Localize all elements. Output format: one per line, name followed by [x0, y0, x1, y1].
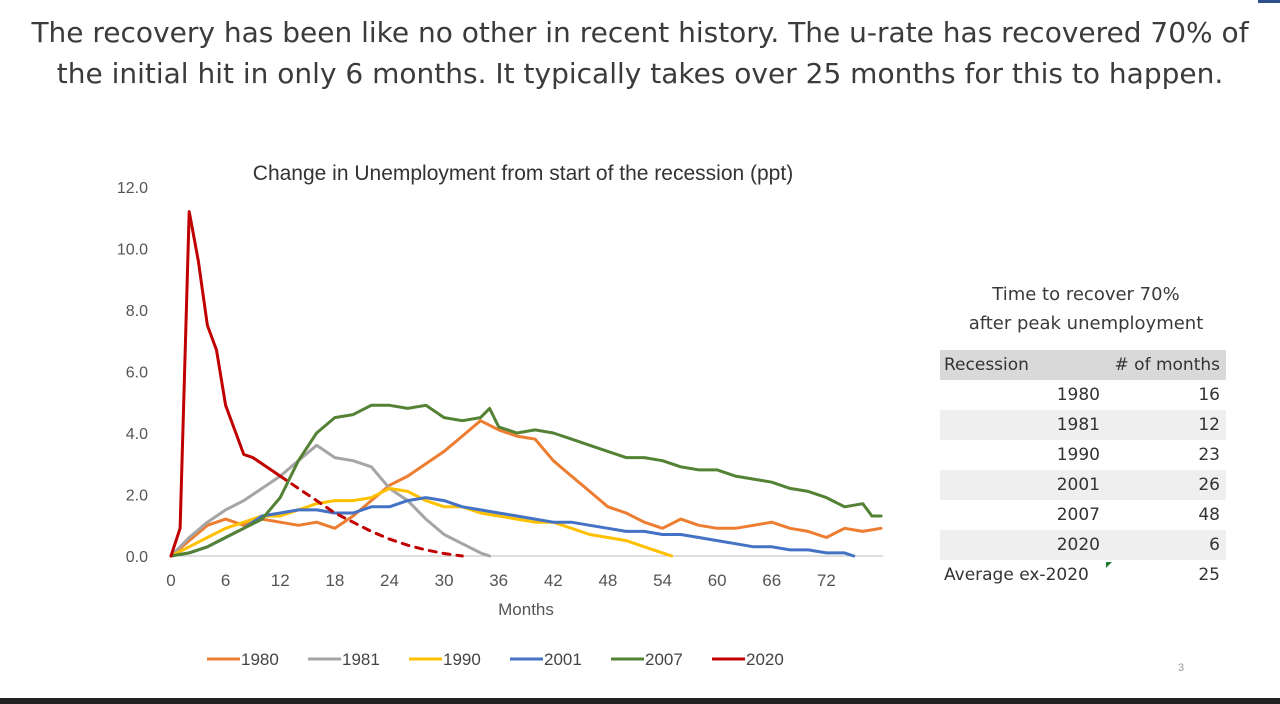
x-tick-label: 60: [708, 571, 727, 590]
headline-line-1: The recovery has been like no other in r…: [31, 16, 1249, 49]
y-tick-label: 12.0: [117, 180, 148, 197]
table-row: 1990 23: [940, 440, 1226, 470]
series-line-1990: [169, 486, 674, 558]
row-recession: 1980: [1056, 385, 1100, 405]
table-row: 2001 26: [940, 470, 1226, 500]
row-months: 23: [1198, 445, 1220, 465]
row-months: 48: [1198, 505, 1220, 525]
slide-corner-mark: [1258, 0, 1280, 3]
x-tick-label: 42: [544, 571, 563, 590]
row-recession: 2007: [1056, 505, 1100, 525]
x-axis-label: Months: [498, 600, 554, 619]
row-recession: 1990: [1056, 445, 1100, 465]
table-row: 2020 6: [940, 530, 1226, 560]
legend-label-1990: 1990: [443, 650, 481, 669]
headline-line-2: the initial hit in only 6 months. It typ…: [56, 57, 1224, 90]
row-months: 12: [1198, 415, 1220, 435]
table-header-row: Recession # of months: [940, 350, 1226, 380]
x-tick-label: 18: [325, 571, 344, 590]
average-label: Average ex-2020: [944, 565, 1089, 585]
legend-label-2007: 2007: [645, 650, 683, 669]
header-months: # of months: [1114, 355, 1220, 375]
y-tick-label: 4.0: [126, 426, 148, 443]
table-caption: Time to recover 70% after peak unemploym…: [940, 280, 1232, 338]
x-tick-label: 54: [653, 571, 672, 590]
legend-label-1981: 1981: [342, 650, 380, 669]
table-caption-line-1: Time to recover 70%: [992, 284, 1180, 305]
table-row: 1980 16: [940, 380, 1226, 410]
chart-title: Change in Unemployment from start of the…: [253, 162, 793, 185]
series-line-2020-projection: [278, 474, 464, 558]
x-tick-label: 0: [166, 571, 175, 590]
table-average-row: Average ex-2020 25: [940, 560, 1226, 590]
y-tick-label: 0.0: [126, 549, 148, 566]
series-line-2001: [169, 496, 856, 558]
y-tick-label: 6.0: [126, 365, 148, 382]
row-recession: 2001: [1056, 475, 1100, 495]
x-tick-label: 72: [817, 571, 836, 590]
series-line-1980: [169, 419, 883, 558]
x-tick-label: 6: [221, 571, 230, 590]
x-tick-label: 36: [489, 571, 508, 590]
row-months: 6: [1209, 535, 1220, 555]
x-tick-label: 12: [271, 571, 290, 590]
row-months: 26: [1198, 475, 1220, 495]
legend-label-2020: 2020: [746, 650, 784, 669]
row-recession: 1981: [1056, 415, 1100, 435]
series-line-1981: [169, 443, 492, 558]
x-tick-label: 24: [380, 571, 399, 590]
recovery-table: Recession # of months 1980 16 1981 12 19…: [940, 350, 1226, 590]
legend-label-2001: 2001: [544, 650, 582, 669]
legend-label-1980: 1980: [241, 650, 279, 669]
average-months: 25: [1198, 565, 1220, 585]
y-tick-label: 10.0: [117, 242, 148, 259]
y-tick-label: 8.0: [126, 303, 148, 320]
bottom-border: [0, 698, 1280, 704]
row-months: 16: [1198, 385, 1220, 405]
header-recession: Recession: [944, 355, 1029, 375]
table-caption-line-2: after peak unemployment: [968, 313, 1204, 334]
row-recession: 2020: [1056, 535, 1100, 555]
x-tick-label: 48: [598, 571, 617, 590]
table-row: 2007 48: [940, 500, 1226, 530]
table-row: 1981 12: [940, 410, 1226, 440]
slide-headline: The recovery has been like no other in r…: [0, 12, 1280, 94]
x-tick-label: 30: [435, 571, 454, 590]
page-number: 3: [1178, 662, 1185, 674]
comment-marker-icon: [1106, 562, 1112, 568]
y-tick-label: 2.0: [126, 488, 148, 505]
series-line-2020: [169, 210, 282, 558]
x-tick-label: 66: [762, 571, 781, 590]
series-line-2007: [169, 403, 883, 558]
